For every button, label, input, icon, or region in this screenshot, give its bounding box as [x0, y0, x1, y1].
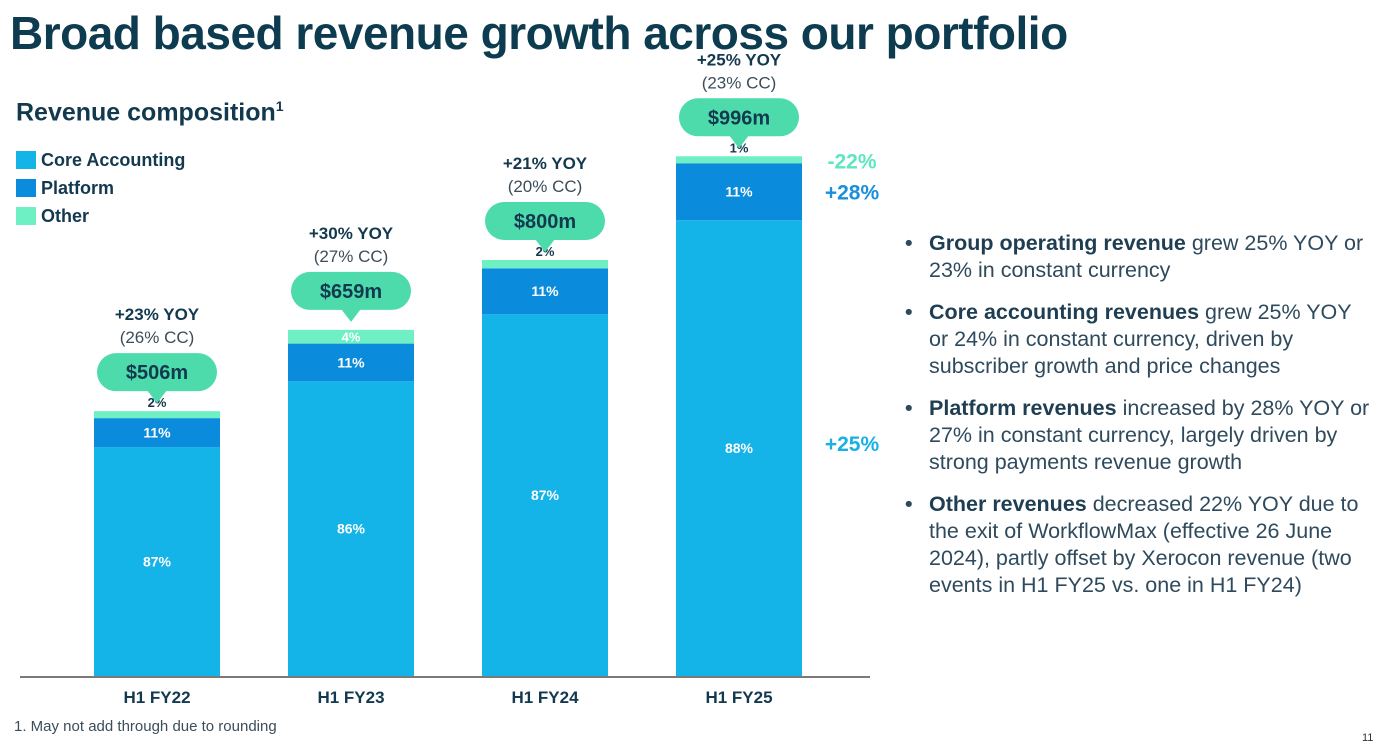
data-label-core-accounting: 87%	[531, 487, 560, 503]
total-bubble-pointer	[535, 239, 555, 252]
yoy-growth-label: +21% YOY	[503, 154, 588, 173]
total-label: $800m	[514, 211, 576, 233]
page-number: 11	[1362, 732, 1374, 744]
total-bubble-pointer	[147, 390, 167, 404]
total-bubble	[97, 353, 217, 392]
data-label-other: 4%	[342, 330, 361, 345]
total-label: $506m	[126, 362, 188, 384]
legend-item-core-accounting: Core Accounting	[16, 146, 185, 174]
bar-segment-platform	[94, 418, 220, 448]
bar-segment-other	[482, 260, 608, 269]
legend-item-other: Other	[16, 202, 185, 230]
total-bubble-pointer	[341, 308, 361, 322]
bullet-text: Platform revenues increased by 28% YOY o…	[929, 395, 1375, 476]
bullet-other: • Other revenues decreased 22% YOY due t…	[905, 491, 1375, 599]
bullet-body: grew 25% YOY or 24% in constant currency…	[929, 300, 1352, 378]
slide-title: Broad based revenue growth across our po…	[10, 7, 1068, 59]
x-tick-label: H1 FY23	[317, 688, 384, 707]
total-bubble-pointer	[729, 135, 749, 149]
x-tick-label: H1 FY22	[123, 688, 190, 707]
total-bubble	[291, 271, 411, 310]
chart-legend: Core Accounting Platform Other	[16, 146, 185, 230]
x-tick-label: H1 FY24	[511, 688, 579, 707]
subtitle-text: Revenue composition	[16, 98, 276, 127]
data-label-core-accounting: 87%	[143, 554, 172, 570]
footnote: 1. May not add through due to rounding	[14, 718, 277, 735]
bullet-core-accounting: • Core accounting revenues grew 25% YOY …	[905, 299, 1375, 380]
bullet-body: decreased 22% YOY due to the exit of Wor…	[929, 492, 1359, 597]
legend-label: Core Accounting	[41, 149, 186, 170]
segment-growth-other: -22%	[827, 150, 876, 173]
bullet-icon: •	[905, 396, 913, 420]
constant-currency-label: (23% CC)	[702, 73, 777, 92]
bullet-body: increased by 28% YOY or 27% in constant …	[929, 396, 1370, 474]
total-label: $996m	[708, 107, 770, 129]
data-label-platform: 11%	[725, 184, 753, 200]
bar-segment-other	[676, 156, 802, 164]
legend-swatch-core-accounting	[16, 151, 36, 169]
bar-segment-other	[94, 411, 220, 419]
total-label: $659m	[320, 281, 382, 303]
x-tick-label: H1 FY25	[705, 688, 772, 707]
bullet-icon: •	[905, 231, 913, 255]
commentary-bullets: • Group operating revenue grew 25% YOY o…	[905, 230, 1375, 614]
constant-currency-label: (20% CC)	[508, 177, 583, 196]
legend-swatch-other	[16, 207, 36, 225]
bar-segment-core-accounting	[482, 314, 608, 676]
data-label-core-accounting: 88%	[725, 440, 754, 456]
bullet-text: Other revenues decreased 22% YOY due to …	[929, 491, 1375, 599]
bar-segment-other	[288, 329, 414, 344]
subtitle-footnote-marker: 1	[275, 98, 284, 114]
yoy-growth-label: +23% YOY	[115, 305, 200, 324]
legend-item-platform: Platform	[16, 174, 185, 202]
bullet-text: Core accounting revenues grew 25% YOY or…	[929, 299, 1375, 380]
total-bubble	[485, 202, 605, 240]
bullet-body: grew 25% YOY or 23% in constant currency	[929, 231, 1364, 282]
legend-label: Other	[41, 205, 90, 226]
bullet-icon: •	[905, 492, 913, 516]
bar-segment-core-accounting	[676, 220, 802, 676]
total-bubble	[679, 98, 799, 137]
bar-segment-core-accounting	[288, 381, 414, 676]
bullet-platform: • Platform revenues increased by 28% YOY…	[905, 395, 1375, 476]
data-label-platform: 11%	[143, 425, 171, 441]
stacked-bar-chart: 87%11%2%$506m+23% YOY(26% CC)H1 FY2286%1…	[20, 50, 880, 707]
bullet-bold: Platform revenues	[929, 396, 1117, 420]
yoy-growth-label: +30% YOY	[309, 224, 394, 243]
chart-subtitle: Revenue composition1	[16, 98, 284, 127]
data-label-platform: 11%	[337, 354, 365, 370]
legend-swatch-platform	[16, 179, 36, 197]
constant-currency-label: (26% CC)	[120, 328, 195, 347]
bullet-bold: Other revenues	[929, 492, 1087, 516]
data-label-platform: 11%	[531, 283, 559, 299]
bar-segment-platform	[482, 268, 608, 315]
data-label-core-accounting: 86%	[337, 521, 366, 537]
bar-segment-platform	[288, 343, 414, 382]
bar-segment-core-accounting	[94, 447, 220, 676]
bar-segment-platform	[676, 163, 802, 221]
bullet-group-revenue: • Group operating revenue grew 25% YOY o…	[905, 230, 1375, 284]
bullet-icon: •	[905, 300, 913, 324]
yoy-growth-label: +25% YOY	[697, 50, 782, 69]
legend-label: Platform	[41, 177, 115, 198]
bullet-bold: Core accounting revenues	[929, 300, 1200, 324]
segment-growth-platform: +28%	[825, 182, 880, 205]
segment-growth-core-accounting: +25%	[825, 433, 880, 456]
bullet-bold: Group operating revenue	[929, 231, 1186, 255]
bullet-text: Group operating revenue grew 25% YOY or …	[929, 230, 1375, 284]
constant-currency-label: (27% CC)	[314, 247, 389, 266]
